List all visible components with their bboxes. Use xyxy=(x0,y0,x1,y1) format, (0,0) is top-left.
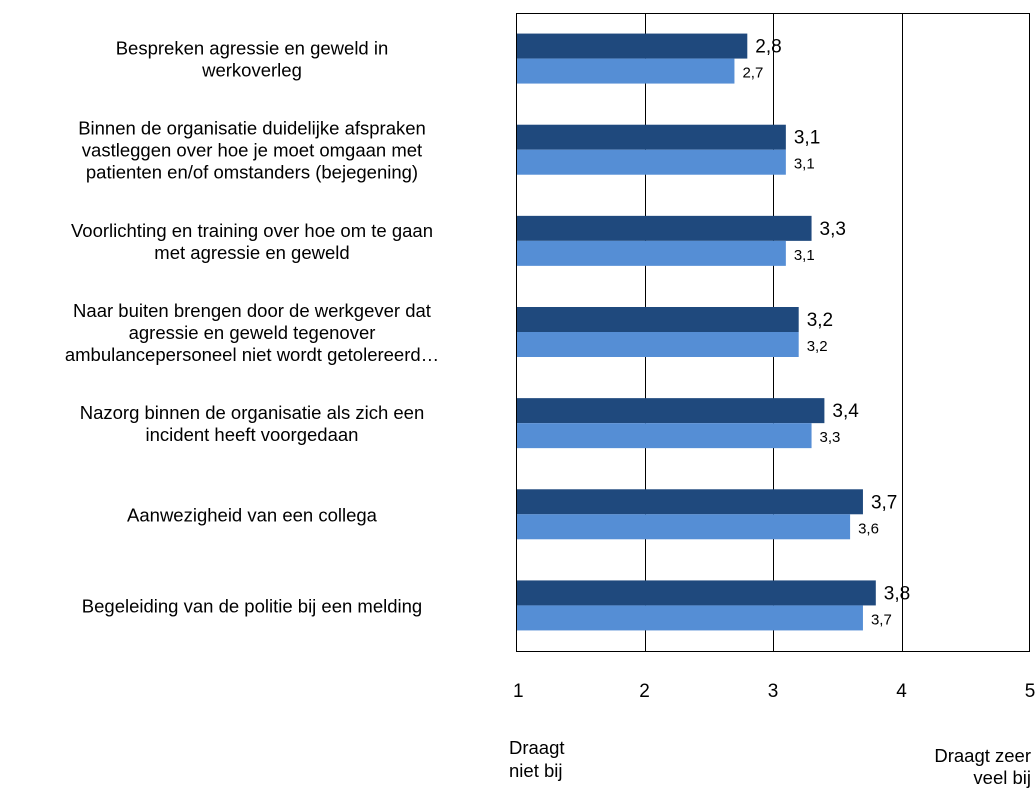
x-axis-ticks: 1 2 3 4 5 xyxy=(513,681,1035,702)
bar-series-2 xyxy=(517,605,863,631)
x-axis-end-labels: Draagt niet bij Draagt zeer veel bij xyxy=(509,737,1031,788)
x-tick-label: 2 xyxy=(639,681,650,702)
category-labels: Bespreken agressie en geweld in werkoverl… xyxy=(65,38,439,617)
x-tick-label: 1 xyxy=(513,681,524,702)
category-label-line: ambulancepersoneel niet wordt getolereer… xyxy=(65,344,439,365)
data-label-series-2: 3,6 xyxy=(858,520,879,537)
category-label-line: werkoverleg xyxy=(201,60,302,81)
bar-series-2 xyxy=(517,58,735,84)
category-label-line: Aanwezigheid van een collega xyxy=(127,504,378,525)
bar-series-2 xyxy=(517,423,812,449)
plot-border xyxy=(516,13,1030,652)
category-label-line: Begeleiding van de politie bij een meldi… xyxy=(82,595,422,616)
data-label-series-1: 3,7 xyxy=(871,492,897,513)
bar-series-2 xyxy=(517,149,786,175)
category-label: Aanwezigheid van een collega xyxy=(127,504,378,525)
category-label: Bespreken agressie en geweld in werkoverl… xyxy=(116,38,389,81)
data-label-series-2: 3,2 xyxy=(807,338,828,355)
category-label-line: Voorlichting en training over hoe om te … xyxy=(71,220,433,241)
category-label-line: Binnen de organisatie duidelijke afsprak… xyxy=(78,118,426,139)
x-tick-label: 4 xyxy=(896,681,907,702)
bar-series-2 xyxy=(517,332,799,357)
value-labels: 2,8 2,7 3,1 3,1 3,3 3,1 3,2 3,2 3,4 3,3 3,7 3,6 3,8 3… xyxy=(742,37,910,629)
bar-series-1 xyxy=(517,307,799,332)
category-label: Binnen de organisatie duidelijke afsprak… xyxy=(78,118,426,183)
x-tick-label: 3 xyxy=(768,681,779,702)
bar-series-1 xyxy=(517,215,812,241)
x-axis-low-label-line: niet bij xyxy=(509,760,562,781)
bar-series-2 xyxy=(517,240,786,266)
plot-frame xyxy=(516,13,1030,652)
category-label-line: agressie en geweld tegenover xyxy=(129,322,376,343)
bar-series-1 xyxy=(517,580,876,606)
category-label: Begeleiding van de politie bij een meldi… xyxy=(82,595,422,616)
x-tick-label: 5 xyxy=(1025,681,1035,702)
x-axis-high-label-line: Draagt zeer xyxy=(934,745,1031,766)
category-label-line: Nazorg binnen de organisatie als zich ee… xyxy=(80,402,425,423)
category-label: Voorlichting en training over hoe om te … xyxy=(71,220,433,263)
data-label-series-2: 3,3 xyxy=(820,429,841,446)
bar-series-1 xyxy=(517,489,863,515)
category-label-line: Bespreken agressie en geweld in xyxy=(116,38,389,59)
category-label: Nazorg binnen de organisatie als zich ee… xyxy=(80,402,425,445)
category-label-line: met agressie en geweld xyxy=(154,242,349,263)
x-axis-high-label: Draagt zeer veel bij xyxy=(934,745,1031,788)
bar-series-1 xyxy=(517,124,786,150)
x-axis-low-label-line: Draagt xyxy=(509,737,565,758)
category-label-line: incident heeft voorgedaan xyxy=(146,424,359,445)
x-axis-low-label: Draagt niet bij xyxy=(509,737,565,781)
data-label-series-1: 3,2 xyxy=(807,310,833,331)
bar-series-2 xyxy=(517,514,851,540)
data-label-series-1: 3,4 xyxy=(832,401,859,422)
data-label-series-2: 2,7 xyxy=(742,65,763,82)
bar-series-1 xyxy=(517,33,748,59)
x-axis-high-label-line: veel bij xyxy=(973,767,1031,788)
data-label-series-2: 3,7 xyxy=(871,611,892,628)
category-label: Naar buiten brengen door de werkgever da… xyxy=(65,300,439,365)
bar-series-1 xyxy=(517,398,825,424)
bars xyxy=(517,33,876,631)
category-label-line: Naar buiten brengen door de werkgever da… xyxy=(73,300,431,321)
data-label-series-1: 2,8 xyxy=(755,37,781,58)
data-label-series-1: 3,1 xyxy=(794,128,820,149)
data-label-series-2: 3,1 xyxy=(794,247,815,264)
category-label-line: patienten en/of omstanders (bejegening) xyxy=(86,162,418,183)
data-label-series-2: 3,1 xyxy=(794,156,815,173)
data-label-series-1: 3,3 xyxy=(820,219,846,240)
category-label-line: vastleggen over hoe je moet omgaan met xyxy=(82,140,422,161)
data-label-series-1: 3,8 xyxy=(884,583,910,604)
